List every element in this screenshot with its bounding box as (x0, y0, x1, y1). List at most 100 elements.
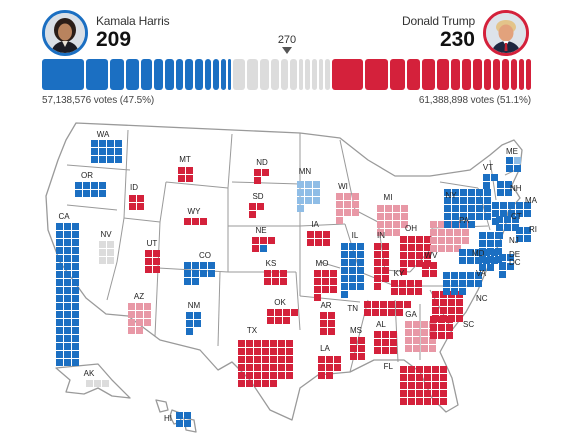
electoral-vote-tile (424, 382, 431, 389)
electoral-vote-tile (341, 259, 348, 266)
electoral-vote-tile (330, 270, 337, 277)
electoral-vote-tile (297, 181, 304, 188)
state-label-nc: NC (476, 294, 488, 303)
electoral-vote-tile (424, 374, 431, 381)
state-label-sd: SD (252, 192, 263, 201)
electoral-vote-tile (468, 221, 475, 228)
electoral-vote-tile (262, 380, 269, 387)
electoral-vote-tile (382, 267, 389, 274)
ev-bar-segment (298, 59, 304, 90)
state-label-de: DE (509, 250, 520, 259)
electoral-vote-tile (184, 262, 191, 269)
electoral-vote-tile (491, 174, 498, 181)
electoral-vote-tile (507, 254, 514, 261)
electoral-vote-tile (358, 353, 365, 360)
state-border (319, 261, 341, 269)
electoral-vote-tile (467, 249, 474, 256)
electoral-vote-tile (451, 288, 458, 295)
electoral-vote-tile (249, 203, 256, 210)
electoral-vote-tile (483, 257, 490, 264)
harris-name: Kamala Harris (96, 14, 170, 28)
electoral-vote-tile (254, 340, 261, 347)
electoral-vote-tile (505, 181, 512, 188)
electoral-vote-tile (286, 340, 293, 347)
harris-popular-vote: 57,138,576 votes (47.5%) (42, 95, 155, 106)
electoral-vote-tile (184, 278, 191, 285)
electoral-vote-tile (475, 257, 482, 264)
electoral-vote-tile (283, 317, 290, 324)
electoral-vote-tile (297, 189, 304, 196)
state-wi-tiles (336, 193, 359, 224)
state-ky-tiles (391, 280, 422, 295)
state-label-co: CO (199, 251, 211, 260)
electoral-vote-tile (487, 232, 494, 239)
state-label-ut: UT (147, 239, 158, 248)
electoral-vote-tile (330, 278, 337, 285)
state-nh-tiles (497, 181, 512, 196)
electoral-vote-tile (252, 245, 259, 252)
electoral-vote-tile (495, 248, 502, 255)
electoral-vote-tile (278, 340, 285, 347)
electoral-vote-tile (430, 229, 437, 236)
state-label-in: IN (377, 231, 385, 240)
electoral-vote-tile (320, 320, 327, 327)
electoral-vote-tile (460, 213, 467, 220)
electoral-vote-tile (400, 366, 407, 373)
state-label-mn: MN (299, 167, 312, 176)
electoral-vote-tile (446, 245, 453, 252)
state-label-nd: ND (256, 158, 268, 167)
electoral-vote-tile (326, 372, 333, 379)
electoral-vote-tile (72, 247, 79, 254)
electoral-vote-tile (208, 270, 215, 277)
electoral-vote-tile (83, 190, 90, 197)
electoral-vote-tile (507, 263, 514, 270)
state-label-ak: AK (84, 369, 95, 378)
electoral-vote-tile (443, 272, 450, 279)
electoral-vote-tile (374, 275, 381, 282)
electoral-vote-tile (524, 210, 531, 217)
electoral-vote-tile (385, 229, 392, 236)
electoral-vote-tile (516, 235, 523, 242)
state-al-tiles (374, 331, 397, 354)
electoral-vote-tile (456, 299, 463, 306)
electoral-vote-tile (286, 348, 293, 355)
ev-bar-segment (140, 59, 152, 90)
state-border (123, 217, 161, 223)
electoral-vote-tile (443, 288, 450, 295)
state-ms-tiles (350, 337, 365, 360)
electoral-vote-tile (320, 312, 327, 319)
electoral-vote-tile (64, 303, 71, 310)
electoral-vote-tile (336, 201, 343, 208)
electoral-vote-tile (322, 286, 329, 293)
electoral-vote-tile (64, 271, 71, 278)
electoral-vote-tile (72, 327, 79, 334)
electoral-vote-tile (524, 235, 531, 242)
electoral-vote-tile (438, 332, 445, 339)
electoral-vote-tile (456, 315, 463, 322)
electoral-vote-tile (446, 237, 453, 244)
electoral-vote-tile (318, 364, 325, 371)
electoral-vote-tile (313, 189, 320, 196)
electoral-vote-tile (440, 366, 447, 373)
electoral-vote-tile (349, 251, 356, 258)
electoral-vote-tile (315, 231, 322, 238)
electoral-vote-tile (424, 244, 431, 251)
electoral-vote-tile (56, 303, 63, 310)
electoral-vote-tile (483, 174, 490, 181)
electoral-vote-tile (136, 303, 143, 310)
electoral-vote-tile (405, 321, 412, 328)
electoral-vote-tile (72, 263, 79, 270)
electoral-vote-tile (200, 270, 207, 277)
electoral-vote-tile (129, 195, 136, 202)
state-mi-tiles (377, 205, 408, 236)
electoral-vote-tile (408, 236, 415, 243)
electoral-vote-tile (452, 221, 459, 228)
electoral-vote-tile (107, 249, 114, 256)
electoral-vote-tile (56, 343, 63, 350)
electoral-vote-tile (72, 335, 79, 342)
electoral-vote-bar (42, 59, 531, 90)
electoral-vote-tile (476, 205, 483, 212)
electoral-vote-tile (107, 148, 114, 155)
electoral-vote-tile (393, 213, 400, 220)
state-nj-tiles (479, 232, 502, 271)
